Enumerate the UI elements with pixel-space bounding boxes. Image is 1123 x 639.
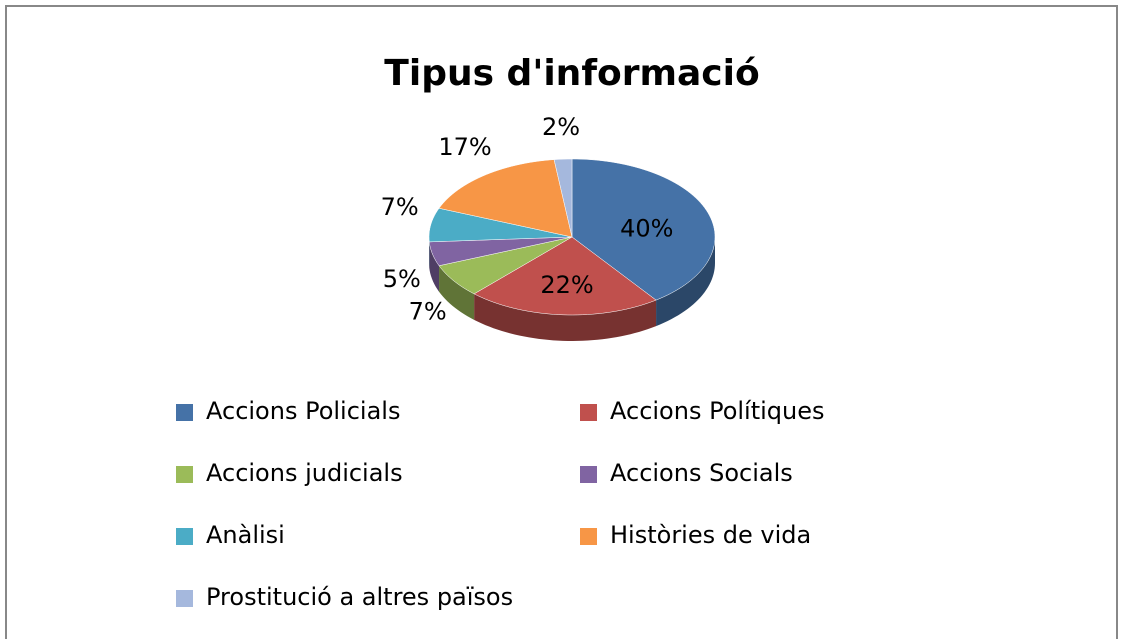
legend-swatch [176,590,193,607]
pie-slice [438,236,573,295]
pie-side [656,237,715,327]
pie-slice [438,159,573,238]
legend-label: Accions Socials [610,459,793,487]
legend-swatch [580,528,597,545]
legend-swatch [176,466,193,483]
legend-label: Accions judicials [206,459,403,487]
pie-slice [571,158,716,301]
chart-title: Tipus d'informació [384,53,759,94]
data-label: 7% [409,297,447,325]
pie-slice [428,208,573,243]
legend-label: Històries de vida [610,521,811,549]
legend-label: Prostitució a altres països [206,583,513,611]
data-label: 17% [438,133,491,161]
pie-side [474,293,657,341]
pie-side [439,265,475,320]
data-label: 5% [383,265,421,293]
legend-label: Accions Polítiques [610,397,825,425]
data-label: 2% [542,113,580,141]
pie-slice [553,158,573,238]
legend-swatch [580,466,597,483]
pie-slice [473,236,657,316]
legend-swatch [580,404,597,421]
pie-side [429,241,440,292]
legend-label: Anàlisi [206,521,285,549]
data-label: 40% [620,215,673,243]
pie-slice [428,236,573,266]
legend-label: Accions Policials [206,397,400,425]
legend-swatch [176,404,193,421]
data-label: 22% [540,271,593,299]
data-label: 7% [381,193,419,221]
legend-swatch [176,528,193,545]
